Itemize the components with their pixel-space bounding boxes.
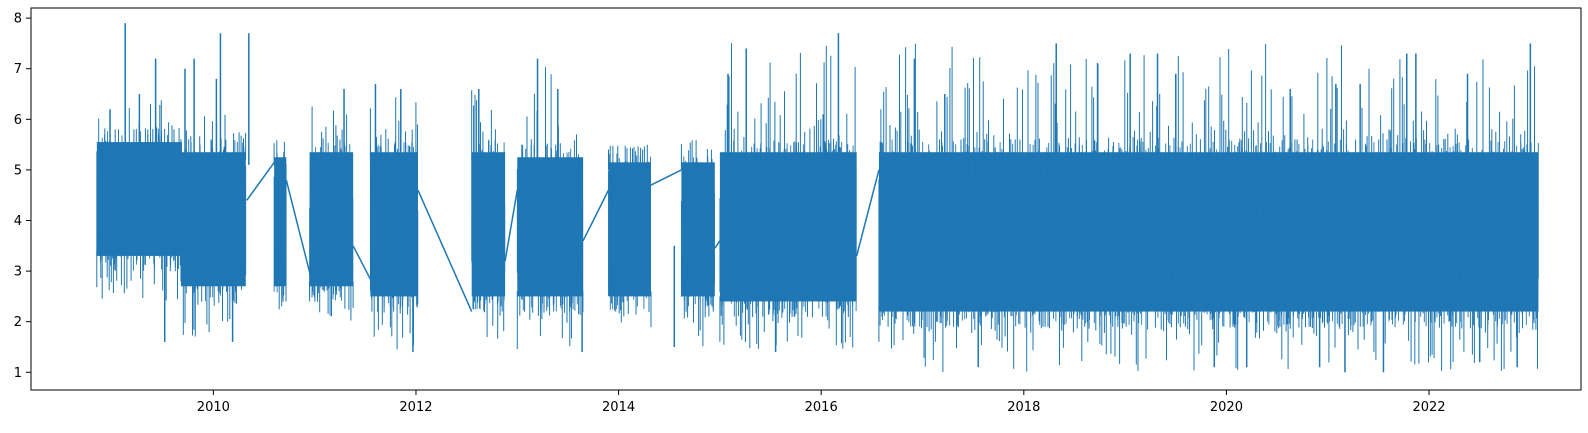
series-oscillation — [680, 150, 715, 310]
series-layer — [96, 23, 1539, 373]
series-oscillation — [96, 129, 182, 271]
series-connector-line — [246, 159, 277, 201]
series-segment — [608, 144, 652, 328]
series-spikes — [471, 90, 505, 339]
series-oscillation — [273, 151, 287, 299]
series-segment — [516, 67, 584, 350]
series-oscillation — [180, 139, 247, 302]
series-oscillation — [471, 139, 506, 311]
series-spikes — [273, 140, 287, 310]
series-spikes — [719, 43, 856, 349]
axis-layer: 2010 2012 2014 2016 2018 2020 2022 1 2 3 4 5 6 7 8 — [14, 12, 1446, 415]
x-tick-label: 2016 — [805, 400, 838, 415]
series-connector-line — [582, 189, 610, 242]
series-segment — [369, 97, 419, 350]
series-connector-line — [504, 190, 519, 262]
y-tick-label: 7 — [14, 62, 22, 77]
series-segment — [180, 114, 247, 337]
y-tick-label: 8 — [14, 12, 22, 27]
series-oscillation — [878, 139, 1539, 327]
series-oscillation — [608, 151, 651, 311]
series-segment — [719, 43, 857, 349]
y-tick-label: 5 — [14, 163, 22, 178]
series-oscillation — [309, 142, 354, 301]
plot-area-frame — [30, 7, 1582, 391]
series-connector-line — [285, 179, 312, 277]
series-segment — [96, 100, 182, 301]
series-segment — [680, 140, 715, 347]
series-connector-line — [714, 240, 721, 249]
series-spikes — [608, 144, 652, 328]
series-connector-line — [855, 169, 880, 257]
y-tick-label: 4 — [14, 214, 22, 229]
x-tick-label: 2012 — [399, 400, 432, 415]
series-connector-line — [417, 189, 473, 312]
series-oscillation — [516, 145, 584, 312]
x-tick-label: 2014 — [602, 400, 635, 415]
x-tick-label: 2020 — [1210, 400, 1243, 415]
series-spikes — [516, 67, 584, 350]
series-oscillation — [369, 141, 419, 312]
y-tick-label: 6 — [14, 113, 22, 128]
series-segment — [273, 140, 287, 310]
series-connector-line — [650, 169, 682, 186]
series-spikes — [96, 100, 180, 301]
x-tick-label: 2010 — [197, 400, 230, 415]
y-tick-label: 2 — [14, 315, 22, 330]
series-spikes — [309, 106, 354, 321]
x-tick-label: 2018 — [1007, 400, 1040, 415]
series-segment — [878, 43, 1539, 372]
y-tick-label: 1 — [14, 366, 22, 381]
series-spikes — [680, 140, 714, 347]
y-tick-label: 3 — [14, 265, 22, 280]
series-connector-line — [352, 245, 373, 282]
x-tick-label: 2022 — [1412, 400, 1445, 415]
series-oscillation — [719, 139, 857, 317]
series-segment — [471, 90, 506, 339]
series-segment — [309, 106, 354, 321]
